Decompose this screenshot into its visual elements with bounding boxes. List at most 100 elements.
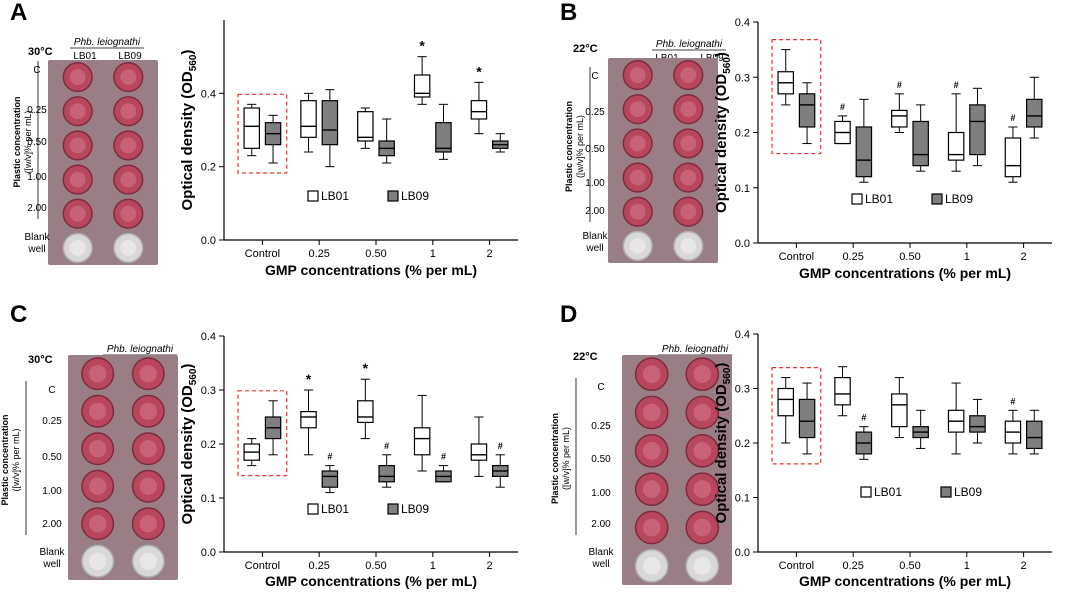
control-highlight bbox=[237, 93, 288, 174]
temperature-label: 22°C bbox=[573, 351, 598, 363]
well-inner bbox=[693, 480, 712, 499]
x-axis-label: GMP concentrations (% per mL) bbox=[265, 262, 477, 278]
panel-letter: B bbox=[560, 0, 577, 26]
box-lb09 bbox=[912, 120, 929, 167]
plate-species: Phb. leiognathi bbox=[74, 37, 141, 48]
plate-photo bbox=[608, 58, 718, 263]
significance-mark: # bbox=[897, 80, 902, 90]
legend-swatch bbox=[940, 486, 952, 498]
side-label-units: ([w/v]% per mL) bbox=[561, 427, 571, 490]
box-lb09 bbox=[321, 470, 339, 488]
y-tick-label: 0.4 bbox=[201, 88, 216, 100]
y-tick-label: 0.4 bbox=[735, 329, 750, 341]
legend-label: LB01 bbox=[865, 192, 893, 206]
row-label: Blank bbox=[588, 547, 614, 558]
box-lb09 bbox=[378, 465, 395, 483]
significance-mark: * bbox=[306, 371, 312, 387]
x-tick-label: 0.25 bbox=[842, 251, 863, 263]
well-inner bbox=[642, 365, 661, 384]
y-tick-label: 0.2 bbox=[735, 128, 750, 140]
x-axis-label: GMP concentrations (% per mL) bbox=[799, 265, 1011, 281]
panel-c: C 30°C Phb. leiognathi LB01 LB09 C 0.25 0.50 1.0… bbox=[0, 301, 518, 589]
well-inner bbox=[629, 135, 646, 152]
box-lb01 bbox=[470, 100, 488, 120]
row-label: Blank bbox=[582, 231, 608, 242]
row-label: well bbox=[591, 559, 609, 570]
side-label-units: ([w/v]% per mL) bbox=[575, 115, 585, 178]
plate-species: Phb. leiognathi bbox=[107, 344, 174, 355]
row-label: 0.50 bbox=[585, 144, 605, 155]
well-inner bbox=[693, 365, 712, 384]
x-tick-label: Control bbox=[245, 248, 280, 260]
legend-swatch bbox=[387, 190, 399, 202]
legend-swatch bbox=[931, 193, 943, 205]
x-axis-label: GMP concentrations (% per mL) bbox=[265, 573, 477, 589]
significance-mark: # bbox=[840, 102, 845, 112]
y-tick-label: 0.3 bbox=[735, 72, 750, 84]
box-lb01 bbox=[413, 427, 431, 456]
box-lb01 bbox=[777, 387, 795, 417]
panel-a: A 30°C Phb. leiognathi LB01 LB09 C 0.25 0.50 1.0… bbox=[10, 0, 518, 278]
well-inner bbox=[120, 69, 137, 85]
y-tick-label: 0.2 bbox=[201, 439, 216, 451]
significance-mark: # bbox=[954, 80, 959, 90]
box-lb09 bbox=[1025, 420, 1043, 450]
well-inner bbox=[642, 556, 661, 575]
plate-species: Phb. leiognathi bbox=[656, 39, 723, 50]
x-tick-label: 2 bbox=[1021, 560, 1027, 572]
row-label: Blank bbox=[39, 547, 65, 558]
control-highlight bbox=[237, 390, 288, 477]
row-label: C bbox=[597, 382, 604, 393]
well-inner bbox=[680, 67, 697, 83]
x-tick-label: 2 bbox=[1021, 251, 1027, 263]
well-inner bbox=[89, 365, 107, 383]
well-inner bbox=[642, 403, 661, 422]
legend-label: LB09 bbox=[401, 189, 429, 203]
row-label: 2.00 bbox=[585, 206, 605, 217]
well-inner bbox=[680, 203, 697, 220]
x-tick-label: Control bbox=[245, 560, 280, 572]
panel-letter: C bbox=[10, 301, 27, 328]
panel-letter: A bbox=[10, 0, 27, 26]
y-tick-label: 0.0 bbox=[735, 547, 750, 559]
y-tick-label: 0.1 bbox=[735, 183, 750, 195]
box-lb09 bbox=[1025, 98, 1043, 128]
legend-swatch bbox=[851, 193, 863, 205]
significance-mark: # bbox=[1010, 396, 1015, 406]
well-inner bbox=[629, 203, 646, 220]
well-inner bbox=[139, 402, 157, 420]
row-label: 0.25 bbox=[585, 107, 605, 118]
row-label: well bbox=[585, 243, 603, 254]
well-inner bbox=[629, 238, 646, 254]
legend-label: LB09 bbox=[954, 485, 982, 499]
well-inner bbox=[680, 238, 697, 254]
row-label: well bbox=[42, 559, 60, 570]
box-chart: 0.0 0.1 0.2 0.3 0.4 Optical density (OD560) GM… bbox=[713, 17, 1052, 281]
box-lb01 bbox=[357, 111, 374, 142]
x-tick-label: 1 bbox=[964, 251, 970, 263]
legend-swatch bbox=[307, 190, 319, 202]
significance-mark: # bbox=[1010, 113, 1015, 123]
box-lb01 bbox=[947, 131, 965, 161]
legend-label: LB01 bbox=[321, 189, 349, 203]
y-tick-label: 0.1 bbox=[735, 493, 750, 505]
box-lb01 bbox=[413, 74, 431, 98]
x-tick-label: 0.50 bbox=[365, 560, 386, 572]
significance-mark: # bbox=[327, 452, 332, 462]
box-lb09 bbox=[435, 122, 452, 153]
plate-photo bbox=[622, 355, 732, 585]
box-lb01 bbox=[1004, 137, 1022, 178]
y-tick-label: 0.3 bbox=[201, 385, 216, 397]
row-label: 1.00 bbox=[27, 172, 47, 183]
well-inner bbox=[139, 515, 157, 533]
side-label-units: ([w/v]% per mL) bbox=[23, 110, 33, 173]
box-lb01 bbox=[243, 107, 260, 149]
box-lb09 bbox=[969, 104, 986, 156]
y-axis-label: Optical density (OD560) bbox=[713, 363, 733, 524]
well-inner bbox=[69, 240, 86, 256]
row-label: 1.00 bbox=[585, 178, 605, 189]
well-inner bbox=[629, 169, 646, 186]
x-tick-label: Control bbox=[779, 560, 814, 572]
side-label: Plastic concentration bbox=[550, 413, 560, 504]
